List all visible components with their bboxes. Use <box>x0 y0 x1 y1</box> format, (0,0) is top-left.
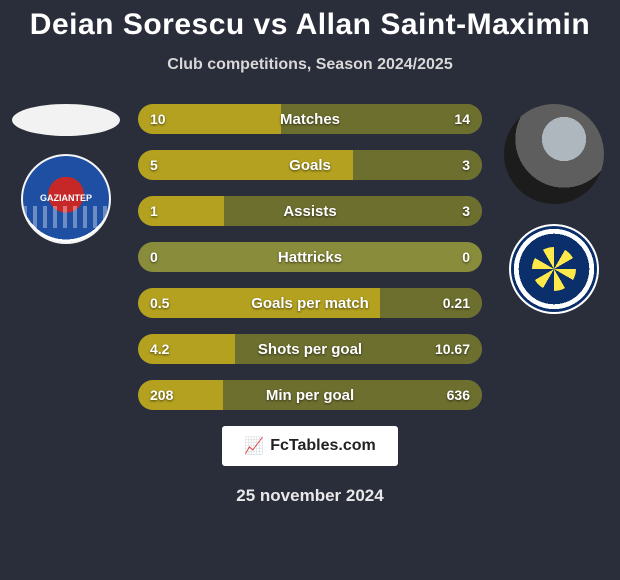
comparison-panel: GAZIANTEP 1014Matches 53Goals 13Assists 00H… <box>0 104 620 410</box>
chart-icon: 📈 <box>244 436 264 456</box>
stat-label: Matches <box>138 104 482 134</box>
club-crest-left-label: GAZIANTEP <box>40 194 92 204</box>
stat-rows: 1014Matches 53Goals 13Assists 00Hattricks 0.… <box>138 104 482 410</box>
player-left-avatar <box>12 104 120 136</box>
stat-label: Hattricks <box>138 242 482 272</box>
footer-date: 25 november 2024 <box>0 486 620 506</box>
brand-text: FcTables.com <box>270 437 376 455</box>
stat-row: 208636Min per goal <box>138 380 482 410</box>
stat-row: 00Hattricks <box>138 242 482 272</box>
stat-label: Goals per match <box>138 288 482 318</box>
stat-row: 53Goals <box>138 150 482 180</box>
club-crest-right-label <box>511 226 597 312</box>
stat-label: Goals <box>138 150 482 180</box>
stat-row: 4.210.67Shots per goal <box>138 334 482 364</box>
stat-row: 0.50.21Goals per match <box>138 288 482 318</box>
club-crest-left: GAZIANTEP <box>21 154 111 244</box>
stat-row: 13Assists <box>138 196 482 226</box>
stat-label: Assists <box>138 196 482 226</box>
page-subtitle: Club competitions, Season 2024/2025 <box>0 56 620 74</box>
club-crest-right <box>509 224 599 314</box>
page-title: Deian Sorescu vs Allan Saint-Maximin <box>0 0 620 42</box>
stat-label: Min per goal <box>138 380 482 410</box>
left-player-column: GAZIANTEP <box>6 104 126 244</box>
player-right-avatar <box>504 104 604 204</box>
right-player-column <box>494 104 614 314</box>
brand-badge: 📈 FcTables.com <box>222 426 398 466</box>
stat-label: Shots per goal <box>138 334 482 364</box>
stat-row: 1014Matches <box>138 104 482 134</box>
